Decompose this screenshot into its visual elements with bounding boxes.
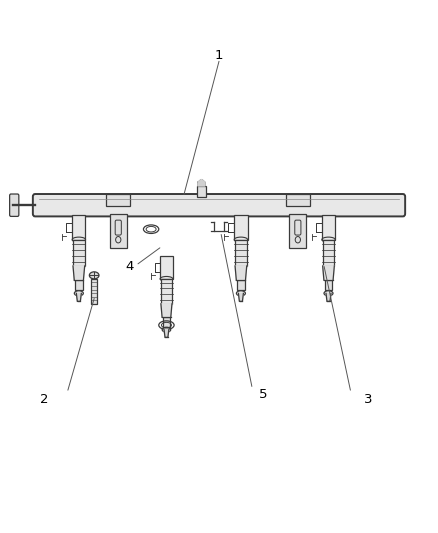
FancyBboxPatch shape — [235, 240, 247, 266]
FancyBboxPatch shape — [10, 194, 19, 216]
Ellipse shape — [89, 272, 99, 279]
FancyBboxPatch shape — [160, 256, 173, 279]
FancyBboxPatch shape — [325, 280, 332, 290]
FancyBboxPatch shape — [110, 214, 127, 248]
Polygon shape — [73, 266, 85, 280]
Text: 2: 2 — [39, 393, 48, 406]
Polygon shape — [76, 293, 81, 302]
FancyBboxPatch shape — [75, 280, 83, 290]
Text: 1: 1 — [215, 50, 223, 62]
FancyBboxPatch shape — [163, 317, 170, 327]
FancyBboxPatch shape — [290, 214, 307, 248]
Ellipse shape — [162, 327, 171, 332]
Polygon shape — [323, 266, 334, 280]
Ellipse shape — [74, 291, 83, 296]
FancyBboxPatch shape — [161, 279, 172, 304]
FancyBboxPatch shape — [237, 280, 245, 290]
FancyBboxPatch shape — [323, 240, 334, 266]
FancyBboxPatch shape — [73, 240, 85, 266]
Polygon shape — [164, 330, 169, 337]
Polygon shape — [235, 266, 247, 280]
Polygon shape — [198, 180, 205, 186]
Polygon shape — [326, 293, 331, 302]
FancyBboxPatch shape — [33, 194, 405, 216]
Text: 5: 5 — [258, 388, 267, 401]
Polygon shape — [238, 293, 244, 302]
Polygon shape — [161, 304, 172, 317]
Text: 4: 4 — [125, 260, 134, 273]
Ellipse shape — [324, 291, 333, 296]
Ellipse shape — [237, 291, 245, 296]
FancyBboxPatch shape — [197, 186, 206, 197]
FancyBboxPatch shape — [91, 279, 97, 304]
FancyBboxPatch shape — [72, 215, 85, 240]
Text: 3: 3 — [364, 393, 372, 406]
FancyBboxPatch shape — [106, 194, 131, 206]
FancyBboxPatch shape — [286, 194, 310, 206]
FancyBboxPatch shape — [322, 215, 335, 240]
FancyBboxPatch shape — [234, 215, 247, 240]
